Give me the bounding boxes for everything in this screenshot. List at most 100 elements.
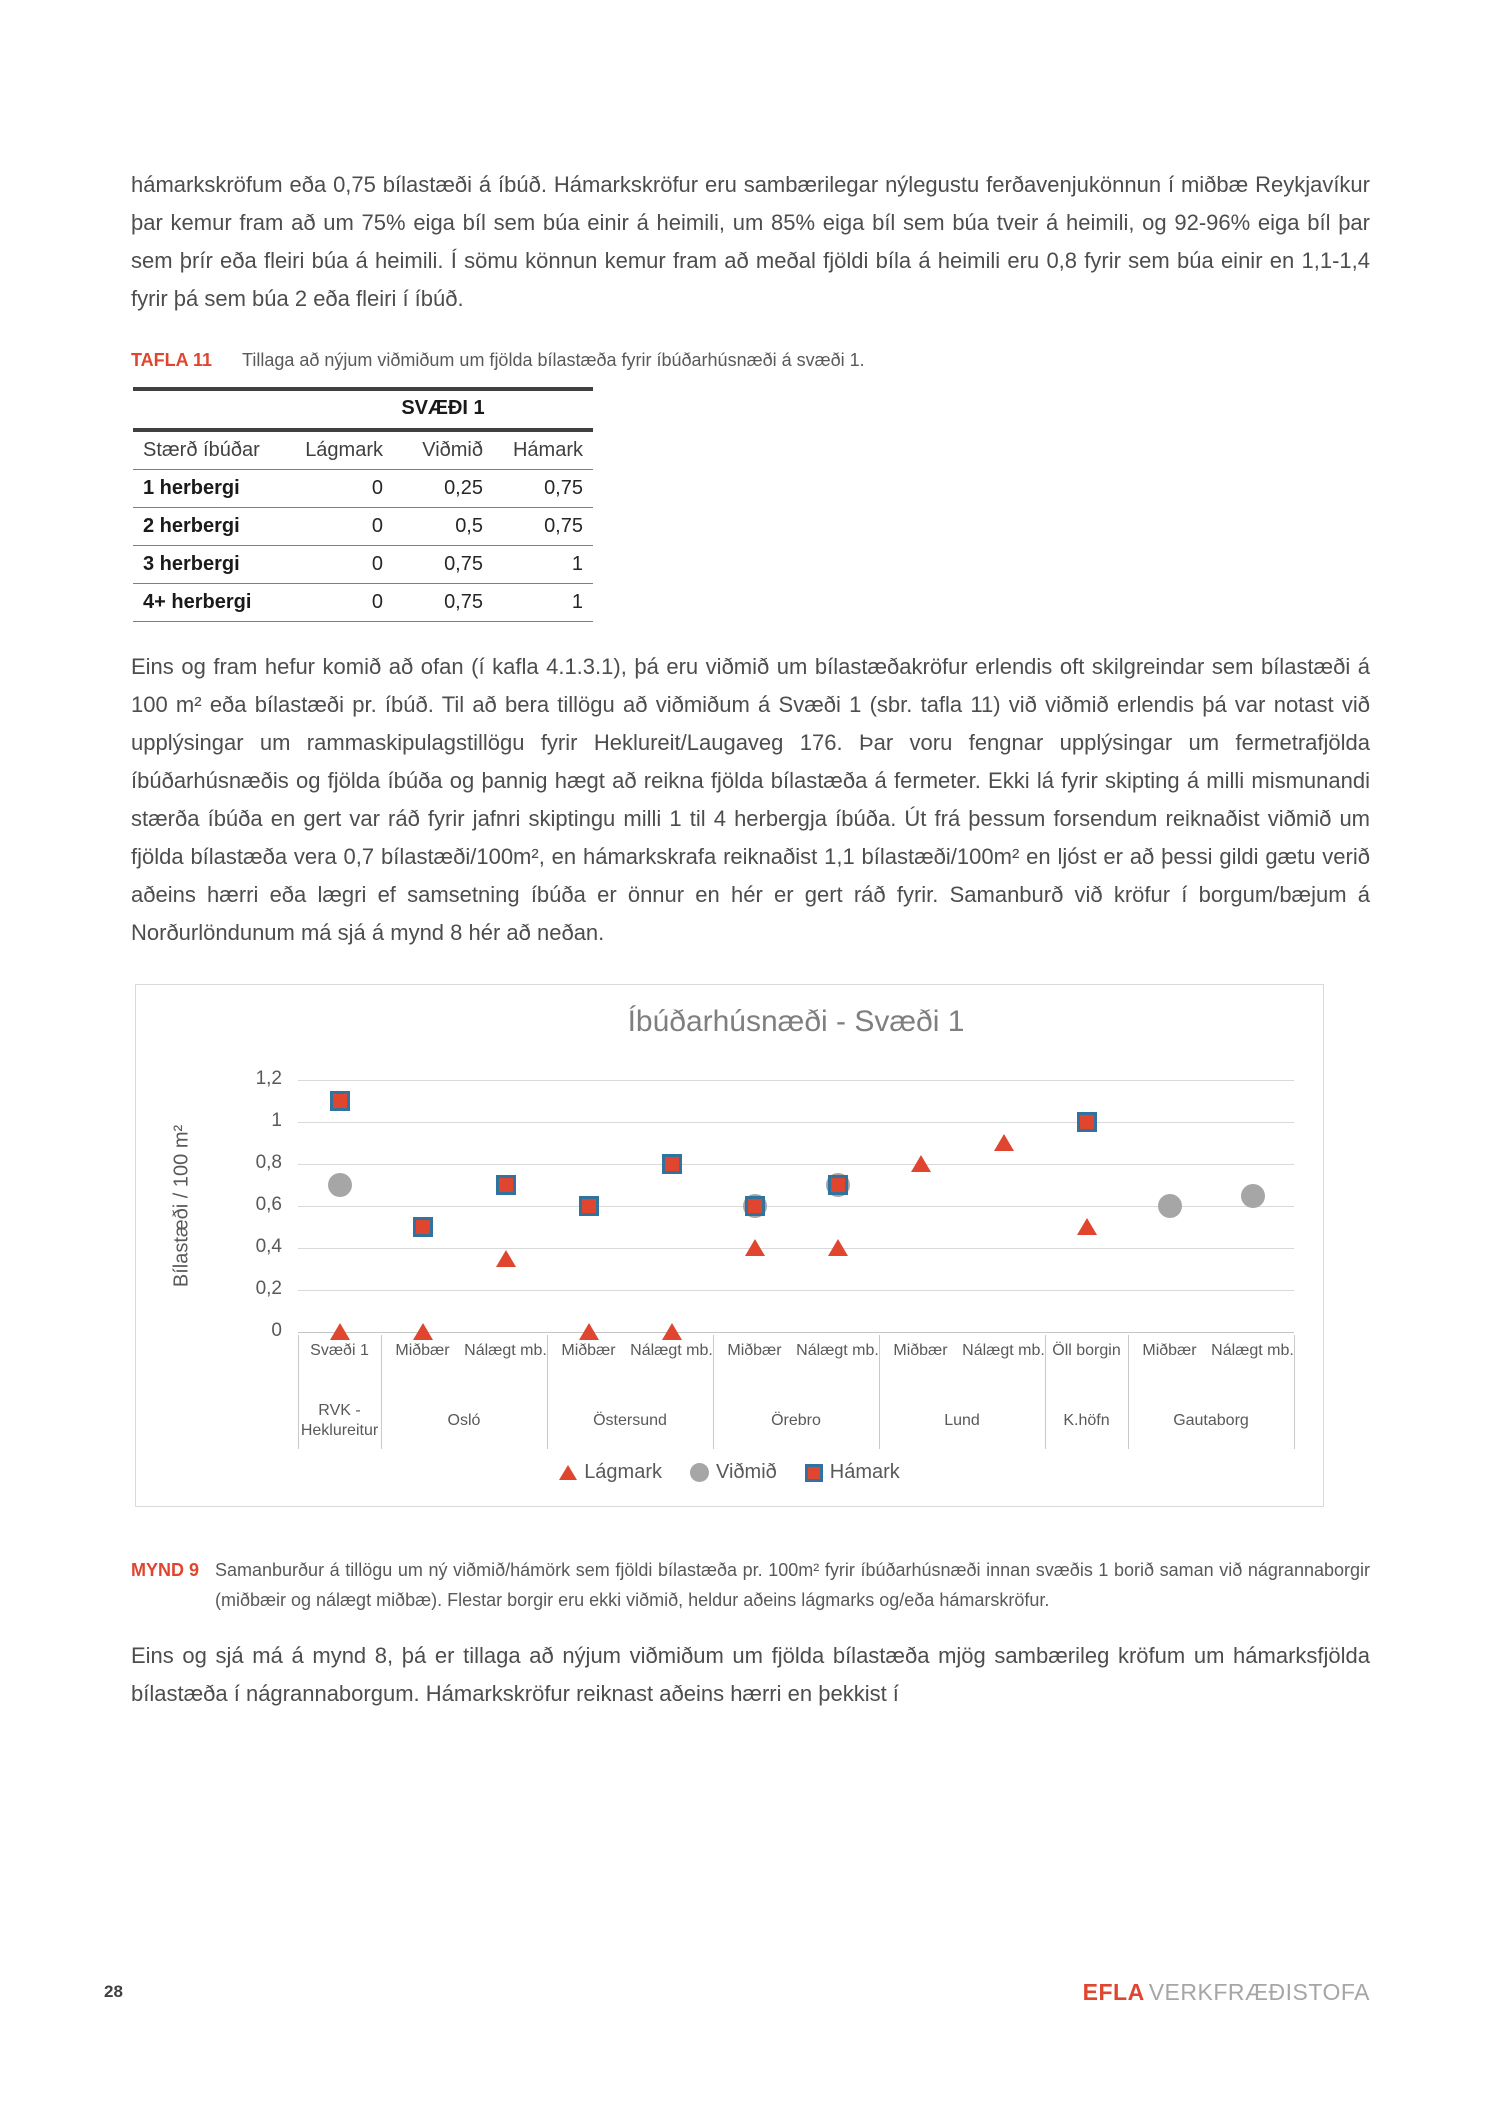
footer-logo: EFLA VERKFRÆÐISTOFA xyxy=(1083,1979,1370,2006)
data-point-hamark xyxy=(827,1175,848,1195)
data-point-lagmark xyxy=(827,1239,848,1256)
y-tick-label: 1,2 xyxy=(255,1068,282,1089)
data-point-hamark xyxy=(578,1196,599,1216)
y-tick-label: 1 xyxy=(271,1110,282,1131)
parking-standards-table: SVÆÐI 1 Stærð íbúðar Lágmark Viðmið Háma… xyxy=(133,387,593,622)
data-point-hamark xyxy=(1076,1112,1097,1132)
x-category-label: Svæði 1 xyxy=(310,1342,369,1359)
brand-name: EFLA xyxy=(1082,1979,1145,2005)
col-header-vidmid: Viðmið xyxy=(393,428,493,470)
legend-item: Lágmark xyxy=(559,1461,662,1484)
gridline xyxy=(298,1248,1294,1249)
x-category-label: Öll borgin xyxy=(1052,1342,1121,1359)
x-group-separator xyxy=(547,1335,548,1449)
table-group-header-row: SVÆÐI 1 xyxy=(133,387,593,430)
brand-suffix: VERKFRÆÐISTOFA xyxy=(1148,1979,1370,2005)
table-row: 2 herbergi 0 0,5 0,75 xyxy=(133,507,593,546)
x-category-label: Miðbær xyxy=(1142,1342,1197,1359)
data-point-lagmark xyxy=(578,1323,599,1340)
x-group-label: K.höfn xyxy=(1063,1412,1110,1429)
x-group-separator xyxy=(298,1335,299,1449)
table-header-row: Stærð íbúðar Lágmark Viðmið Hámark xyxy=(133,428,593,470)
col-header-size: Stærð íbúðar xyxy=(133,428,293,470)
data-point-hamark xyxy=(661,1154,682,1174)
data-point-hamark xyxy=(495,1175,516,1195)
legend-label: Lágmark xyxy=(584,1461,662,1483)
x-group-separator xyxy=(1294,1335,1295,1449)
table-row: 3 herbergi 0 0,75 1 xyxy=(133,545,593,584)
figure-caption: MYND 9 Samanburður á tillögu um ný viðmi… xyxy=(131,1555,1370,1615)
figure-label: MYND 9 xyxy=(131,1560,200,1580)
x-category-label: Nálægt mb. xyxy=(1211,1342,1294,1359)
x-group-label: RVK - Heklureitur xyxy=(300,1402,379,1439)
data-point-hamark xyxy=(329,1091,350,1111)
page-number: 28 xyxy=(104,1982,123,2001)
legend-item: Hámark xyxy=(804,1461,900,1484)
gridline xyxy=(298,1080,1294,1081)
x-group-separator xyxy=(1128,1335,1129,1449)
table-caption: TAFLA 11 Tillaga að nýjum viðmiðum um fjö… xyxy=(131,350,1370,371)
data-point-lagmark xyxy=(993,1134,1014,1151)
data-point-lagmark xyxy=(1076,1218,1097,1235)
figure-caption-text: Samanburður á tillögu um ný viðmið/hámör… xyxy=(215,1560,1370,1610)
x-group-label: Östersund xyxy=(593,1412,667,1429)
x-category-label: Nálægt mb. xyxy=(464,1342,547,1359)
y-tick-label: 0,2 xyxy=(255,1278,282,1299)
chart-title: Íbúðarhúsnæði - Svæði 1 xyxy=(627,1005,965,1038)
data-point-lagmark xyxy=(744,1239,765,1256)
x-category-label: Nálægt mb. xyxy=(962,1342,1045,1359)
x-group-separator xyxy=(879,1335,880,1449)
y-tick-label: 0,8 xyxy=(255,1152,282,1173)
x-group-separator xyxy=(713,1335,714,1449)
paragraph-bottom: Eins og sjá má á mynd 8, þá er tillaga a… xyxy=(131,1643,1370,1706)
data-point-lagmark xyxy=(910,1155,931,1172)
data-point-hamark xyxy=(744,1196,765,1216)
gridline xyxy=(298,1122,1294,1123)
legend-item: Viðmið xyxy=(690,1461,777,1484)
y-axis-title: Bílastæði / 100 m² xyxy=(170,1124,193,1288)
data-point-hamark xyxy=(412,1217,433,1237)
x-category-label: Miðbær xyxy=(561,1342,616,1359)
table-row: 1 herbergi 0 0,25 0,75 xyxy=(133,469,593,508)
x-group-label: Gautaborg xyxy=(1173,1412,1249,1429)
data-point-vidmid xyxy=(1240,1183,1265,1208)
table-caption-text: Tillaga að nýjum viðmiðum um fjölda bíla… xyxy=(242,350,865,370)
x-group-separator xyxy=(381,1335,382,1449)
scatter-chart: Íbúðarhúsnæði - Svæði 1 Bílastæði / 100 … xyxy=(135,984,1324,1507)
x-group-separator xyxy=(1045,1335,1046,1449)
paragraph-middle: Eins og fram hefur komið að ofan (í kafl… xyxy=(131,654,1370,945)
table-group-header: SVÆÐI 1 xyxy=(293,387,593,430)
gridline xyxy=(298,1332,1294,1333)
y-tick-label: 0,4 xyxy=(255,1236,282,1257)
table-row: 4+ herbergi 0 0,75 1 xyxy=(133,583,593,622)
y-tick-label: 0,6 xyxy=(255,1194,282,1215)
gridline xyxy=(298,1290,1294,1291)
x-category-label: Miðbær xyxy=(395,1342,450,1359)
legend-circle-icon xyxy=(690,1463,709,1482)
y-tick-label: 0 xyxy=(271,1320,282,1341)
paragraph-top: hámarkskröfum eða 0,75 bílastæði á íbúð.… xyxy=(131,172,1370,311)
legend-triangle-icon xyxy=(559,1465,578,1480)
data-point-lagmark xyxy=(329,1323,350,1340)
x-category-label: Nálægt mb. xyxy=(796,1342,879,1359)
gridline xyxy=(298,1164,1294,1165)
x-group-label: Lund xyxy=(944,1412,980,1429)
chart-legend: Lágmark Viðmið Hámark xyxy=(136,1461,1323,1484)
legend-label: Hámark xyxy=(829,1461,900,1483)
data-point-lagmark xyxy=(412,1323,433,1340)
col-header-lagmark: Lágmark xyxy=(293,428,393,470)
x-category-label: Miðbær xyxy=(893,1342,948,1359)
col-header-hamark: Hámark xyxy=(493,428,593,470)
legend-label: Viðmið xyxy=(716,1461,777,1483)
data-point-lagmark xyxy=(661,1323,682,1340)
gridline xyxy=(298,1206,1294,1207)
data-point-vidmid xyxy=(327,1173,352,1197)
data-point-lagmark xyxy=(495,1249,516,1267)
x-group-label: Örebro xyxy=(771,1412,821,1429)
x-category-label: Miðbær xyxy=(727,1342,782,1359)
x-category-label: Nálægt mb. xyxy=(630,1342,713,1359)
table-label: TAFLA 11 xyxy=(131,350,213,370)
data-point-vidmid xyxy=(1157,1194,1182,1218)
x-group-label: Osló xyxy=(447,1412,481,1429)
